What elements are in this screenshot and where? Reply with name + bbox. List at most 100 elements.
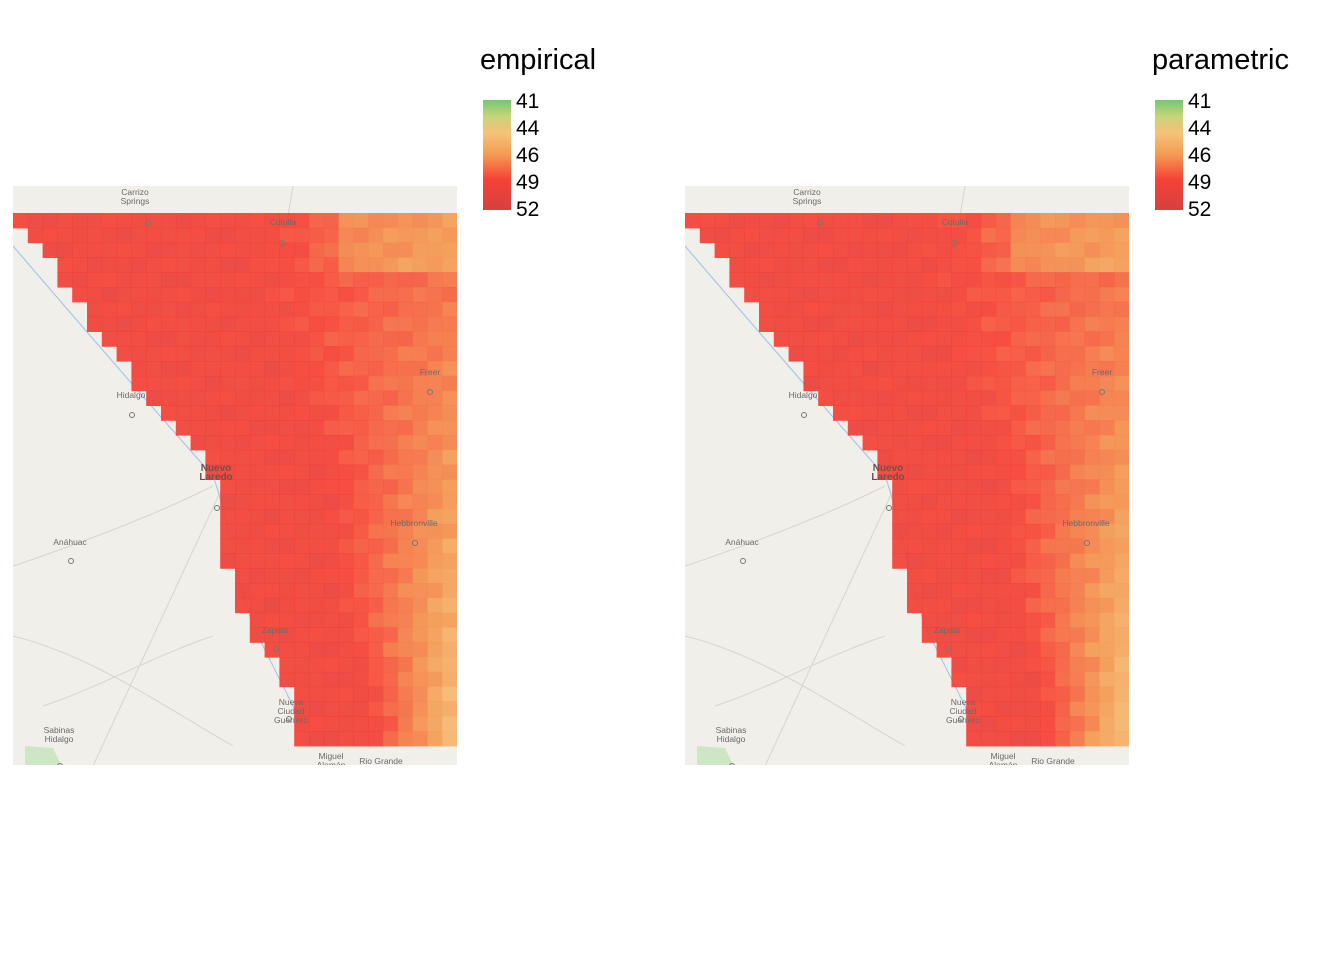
raster-cell bbox=[1010, 316, 1026, 332]
raster-cell bbox=[146, 301, 162, 318]
raster-cell bbox=[981, 523, 997, 540]
raster-cell bbox=[427, 597, 443, 614]
raster-cell bbox=[729, 242, 745, 258]
raster-cell bbox=[264, 420, 280, 436]
raster-cell bbox=[101, 242, 118, 258]
raster-cell bbox=[966, 671, 982, 688]
raster-cell bbox=[877, 464, 893, 480]
raster-cell bbox=[279, 242, 295, 258]
raster-cell bbox=[936, 390, 952, 406]
raster-cell bbox=[427, 657, 443, 673]
raster-cell bbox=[323, 568, 340, 584]
raster-cell bbox=[1069, 257, 1086, 273]
raster-cell bbox=[892, 213, 908, 229]
raster-cell bbox=[907, 449, 923, 466]
raster-cell bbox=[981, 390, 997, 406]
raster-cell bbox=[323, 671, 340, 688]
raster-cell bbox=[383, 479, 399, 495]
raster-cell bbox=[220, 346, 236, 362]
raster-cell bbox=[279, 287, 295, 303]
raster-cell bbox=[323, 405, 340, 421]
raster-cell bbox=[309, 731, 325, 747]
raster-cell bbox=[309, 597, 325, 614]
raster-cell bbox=[699, 227, 716, 244]
raster-cell bbox=[951, 257, 967, 273]
raster-cell bbox=[87, 301, 103, 318]
raster-cell bbox=[397, 597, 414, 614]
raster-cell bbox=[1010, 272, 1026, 288]
raster-cell bbox=[818, 257, 834, 273]
place-label-zapata: Zapata bbox=[261, 625, 289, 635]
raster-cell bbox=[1084, 375, 1100, 392]
raster-cell bbox=[323, 301, 340, 318]
raster-cell bbox=[397, 523, 414, 540]
raster-cell bbox=[1025, 671, 1041, 688]
raster-cell bbox=[294, 509, 310, 525]
raster-cell bbox=[744, 287, 760, 303]
raster-cell bbox=[131, 242, 147, 258]
raster-cell bbox=[235, 494, 251, 510]
raster-cell bbox=[1055, 583, 1071, 599]
raster-cell bbox=[383, 361, 399, 377]
raster-cell bbox=[442, 435, 457, 451]
raster-cell bbox=[412, 301, 428, 318]
raster-cell bbox=[383, 435, 399, 451]
raster-cell bbox=[1025, 716, 1041, 732]
raster-cell bbox=[981, 464, 997, 480]
raster-cell bbox=[1055, 316, 1071, 332]
raster-cell bbox=[368, 242, 384, 258]
raster-cell bbox=[1114, 242, 1129, 258]
raster-cell bbox=[249, 464, 266, 480]
raster-cell bbox=[427, 361, 443, 377]
raster-cell bbox=[249, 612, 266, 628]
raster-cell bbox=[412, 509, 428, 525]
raster-cell bbox=[161, 213, 177, 229]
raster-cell bbox=[995, 361, 1012, 377]
raster-cell bbox=[995, 449, 1012, 466]
raster-cell bbox=[1025, 346, 1041, 362]
raster-cell bbox=[412, 435, 428, 451]
raster-cell bbox=[1099, 213, 1115, 229]
raster-cell bbox=[323, 523, 340, 540]
raster-cell bbox=[190, 390, 206, 406]
raster-cell bbox=[442, 301, 457, 318]
raster-cell bbox=[951, 642, 967, 658]
raster-cell bbox=[892, 287, 908, 303]
raster-cell bbox=[1099, 568, 1115, 584]
raster-cell bbox=[427, 242, 443, 258]
raster-cell bbox=[235, 316, 251, 332]
raster-cell bbox=[368, 331, 384, 347]
map-empirical[interactable]: Carrizo Springs Cotulla Freer Hidalgo Nuevo … bbox=[13, 186, 457, 765]
raster-cell bbox=[368, 464, 384, 480]
raster-cell bbox=[235, 375, 251, 392]
raster-cell bbox=[220, 464, 236, 480]
raster-cell bbox=[397, 272, 414, 288]
raster-cell bbox=[235, 464, 251, 480]
raster-cell bbox=[338, 464, 354, 480]
raster-cell bbox=[818, 390, 834, 406]
raster-cell bbox=[892, 272, 908, 288]
raster-cell bbox=[1099, 701, 1115, 717]
raster-cell bbox=[412, 287, 428, 303]
raster-cell bbox=[699, 213, 716, 229]
raster-cell bbox=[1010, 361, 1026, 377]
raster-cell bbox=[1040, 597, 1056, 614]
raster-cell bbox=[1025, 449, 1041, 466]
raster-cell bbox=[995, 583, 1012, 599]
raster-cell bbox=[892, 390, 908, 406]
raster-cell bbox=[264, 597, 280, 614]
raster-cell bbox=[1040, 627, 1056, 643]
raster-cell bbox=[981, 612, 997, 628]
raster-cell bbox=[442, 257, 457, 273]
raster-cell bbox=[353, 701, 369, 717]
raster-cell bbox=[877, 227, 893, 244]
raster-cell bbox=[1099, 464, 1115, 480]
raster-cell bbox=[1069, 568, 1086, 584]
raster-cell bbox=[338, 420, 354, 436]
raster-cell bbox=[773, 242, 790, 258]
raster-cell bbox=[294, 375, 310, 392]
map-parametric[interactable]: Carrizo Springs Cotulla Freer Hidalgo Nuevo … bbox=[685, 186, 1129, 765]
raster-cell bbox=[72, 272, 88, 288]
raster-cell bbox=[338, 316, 354, 332]
place-label-freer: Freer bbox=[1091, 367, 1113, 377]
